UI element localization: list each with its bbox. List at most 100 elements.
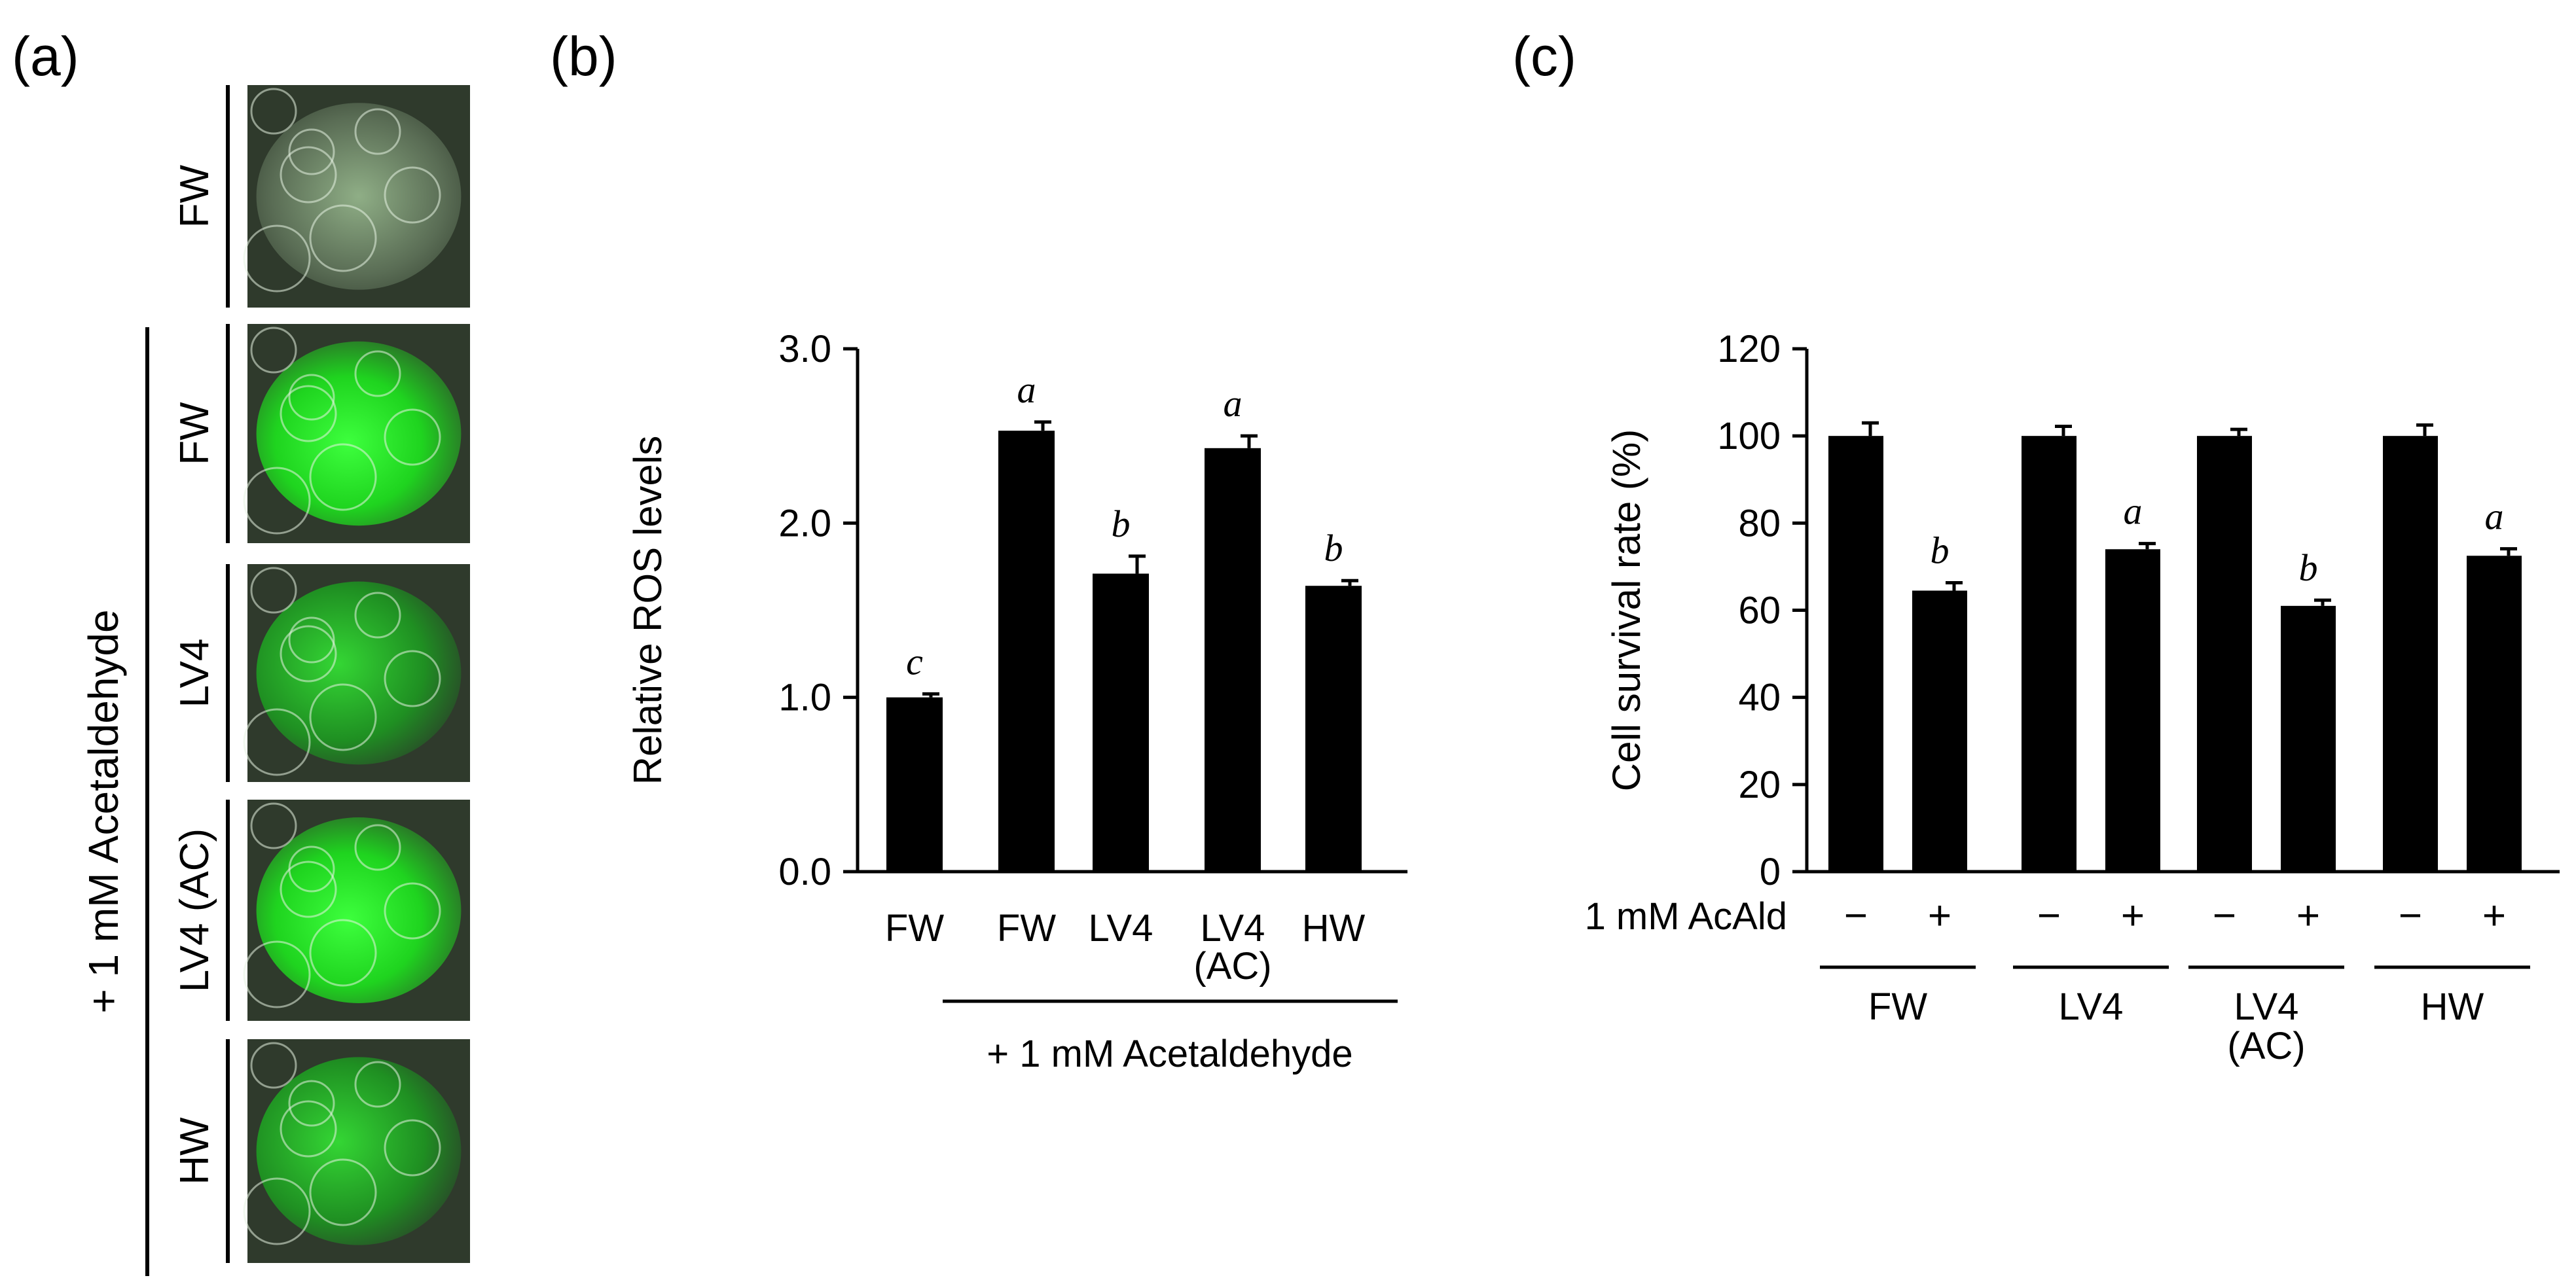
cell-outline	[288, 1080, 335, 1127]
significance-letter: a	[2485, 495, 2504, 538]
group-label: HW	[2421, 986, 2484, 1028]
panel-b: (b) 0.0 1.0 2.0 3.0 Relative ROS levels c FW a F…	[550, 26, 1407, 1075]
cell-outline	[309, 683, 377, 751]
y-tick-label: 2.0	[778, 502, 831, 544]
micrograph-label: FW	[172, 402, 217, 465]
cell-outline	[384, 650, 441, 707]
cell-outline	[309, 443, 377, 511]
cell-outline	[250, 567, 297, 614]
y-tick-label: 80	[1738, 502, 1781, 544]
significance-letter: a	[1017, 368, 1036, 411]
y-tick-label: 0.0	[778, 851, 831, 893]
micrograph-fluorescence	[256, 103, 462, 290]
cell-outline	[309, 204, 377, 272]
cell-outline	[243, 708, 311, 776]
group-label: LV4	[2059, 986, 2124, 1028]
panel-a-treatment-label: + 1 mM Acetaldehyde	[80, 609, 127, 1013]
cell-outline	[243, 1177, 311, 1245]
micrograph-label: LV4	[172, 639, 217, 708]
panel-c: (c) 0 20 40 60 80 100 120 Cell survival rate (%…	[1512, 26, 2560, 1067]
treatment-sign: −	[2037, 893, 2061, 938]
cell-outline	[309, 1158, 377, 1226]
treatment-sign: +	[1928, 893, 1951, 938]
micrograph-column: FW FW LV4 LV4 (AC) HW	[172, 85, 470, 1263]
y-axis-title: Cell survival rate (%)	[1605, 429, 1648, 791]
cell-outline	[280, 625, 337, 683]
cell-outline	[243, 224, 311, 293]
x-tick-label: FW	[997, 907, 1056, 950]
cell-outline	[384, 408, 441, 466]
micrograph-label: FW	[172, 164, 217, 228]
y-tick-label: 100	[1717, 415, 1781, 457]
y-tick-label: 60	[1738, 590, 1781, 632]
cell-outline	[250, 802, 297, 849]
x-tick-label: LV4	[1089, 907, 1153, 950]
group-label: (AC)	[2227, 1025, 2305, 1067]
treatment-sign: −	[1844, 893, 1868, 938]
cell-outline	[250, 327, 297, 374]
significance-letter: b	[1931, 529, 1950, 572]
y-tick-label: 1.0	[778, 677, 831, 719]
bar	[1093, 573, 1149, 872]
cell-outline	[288, 845, 335, 893]
panel-b-group-label: + 1 mM Acetaldehyde	[987, 1033, 1352, 1075]
cell-outline	[354, 350, 401, 397]
treatment-sign: +	[2482, 893, 2506, 938]
micrograph-fluorescence	[256, 581, 462, 765]
micrograph-fluorescence	[256, 1057, 462, 1245]
y-tick-label: 20	[1738, 764, 1781, 806]
group-label: FW	[1868, 986, 1927, 1028]
survival-bar-chart: 0 20 40 60 80 100 120 Cell survival rate (%) − b +…	[1605, 328, 2560, 1067]
cell-outline	[309, 919, 377, 987]
cell-outline	[280, 1100, 337, 1158]
cell-outline	[288, 128, 335, 175]
treatment-sign: −	[2213, 893, 2236, 938]
bar	[886, 697, 943, 872]
significance-letter: a	[1224, 382, 1243, 425]
bar	[2022, 436, 2077, 872]
bar	[2105, 549, 2160, 872]
y-tick-label: 40	[1738, 677, 1781, 719]
micrograph-fluorescence	[256, 817, 462, 1003]
treatment-sign: +	[2296, 893, 2320, 938]
y-tick-label: 3.0	[778, 328, 831, 370]
cell-outline	[384, 882, 441, 940]
ros-bar-chart: 0.0 1.0 2.0 3.0 Relative ROS levels c FW a FW b LV…	[626, 328, 1407, 987]
panel-c-row-label: 1 mM AcAld	[1585, 895, 1787, 938]
cell-outline	[280, 385, 337, 442]
bar	[1912, 590, 1967, 872]
bar	[2197, 436, 2252, 872]
x-tick-label: HW	[1302, 907, 1366, 950]
significance-letter: b	[1324, 527, 1343, 569]
y-tick-label: 0	[1760, 851, 1781, 893]
cell-outline	[384, 1119, 441, 1177]
panel-c-label: (c)	[1512, 26, 1576, 87]
cell-outline	[354, 592, 401, 639]
x-tick-label: (AC)	[1193, 945, 1271, 987]
cell-outline	[288, 616, 335, 664]
cell-outline	[384, 166, 441, 224]
treatment-sign: +	[2121, 893, 2145, 938]
cell-outline	[280, 861, 337, 918]
cell-outline	[354, 1061, 401, 1108]
micrograph-fluorescence	[256, 341, 462, 526]
bar	[998, 431, 1055, 872]
x-tick-label: LV4	[1201, 907, 1265, 950]
significance-letter: a	[2124, 490, 2143, 533]
x-tick-label: FW	[885, 907, 944, 950]
bar	[1305, 586, 1362, 872]
cell-outline	[354, 108, 401, 155]
panel-a-label: (a)	[12, 26, 79, 87]
cell-outline	[250, 88, 297, 135]
bar	[1205, 448, 1261, 872]
bar	[1828, 436, 1883, 872]
panel-b-label: (b)	[550, 26, 617, 87]
micrograph-label: HW	[172, 1117, 217, 1185]
cell-outline	[243, 940, 311, 1008]
panel-a: (a) + 1 mM Acetaldehyde FW FW LV4 LV4 (AC) H…	[12, 26, 470, 1276]
cell-outline	[250, 1042, 297, 1089]
significance-letter: b	[2299, 546, 2318, 589]
y-axis-title: Relative ROS levels	[626, 436, 670, 785]
significance-letter: b	[1112, 503, 1131, 545]
